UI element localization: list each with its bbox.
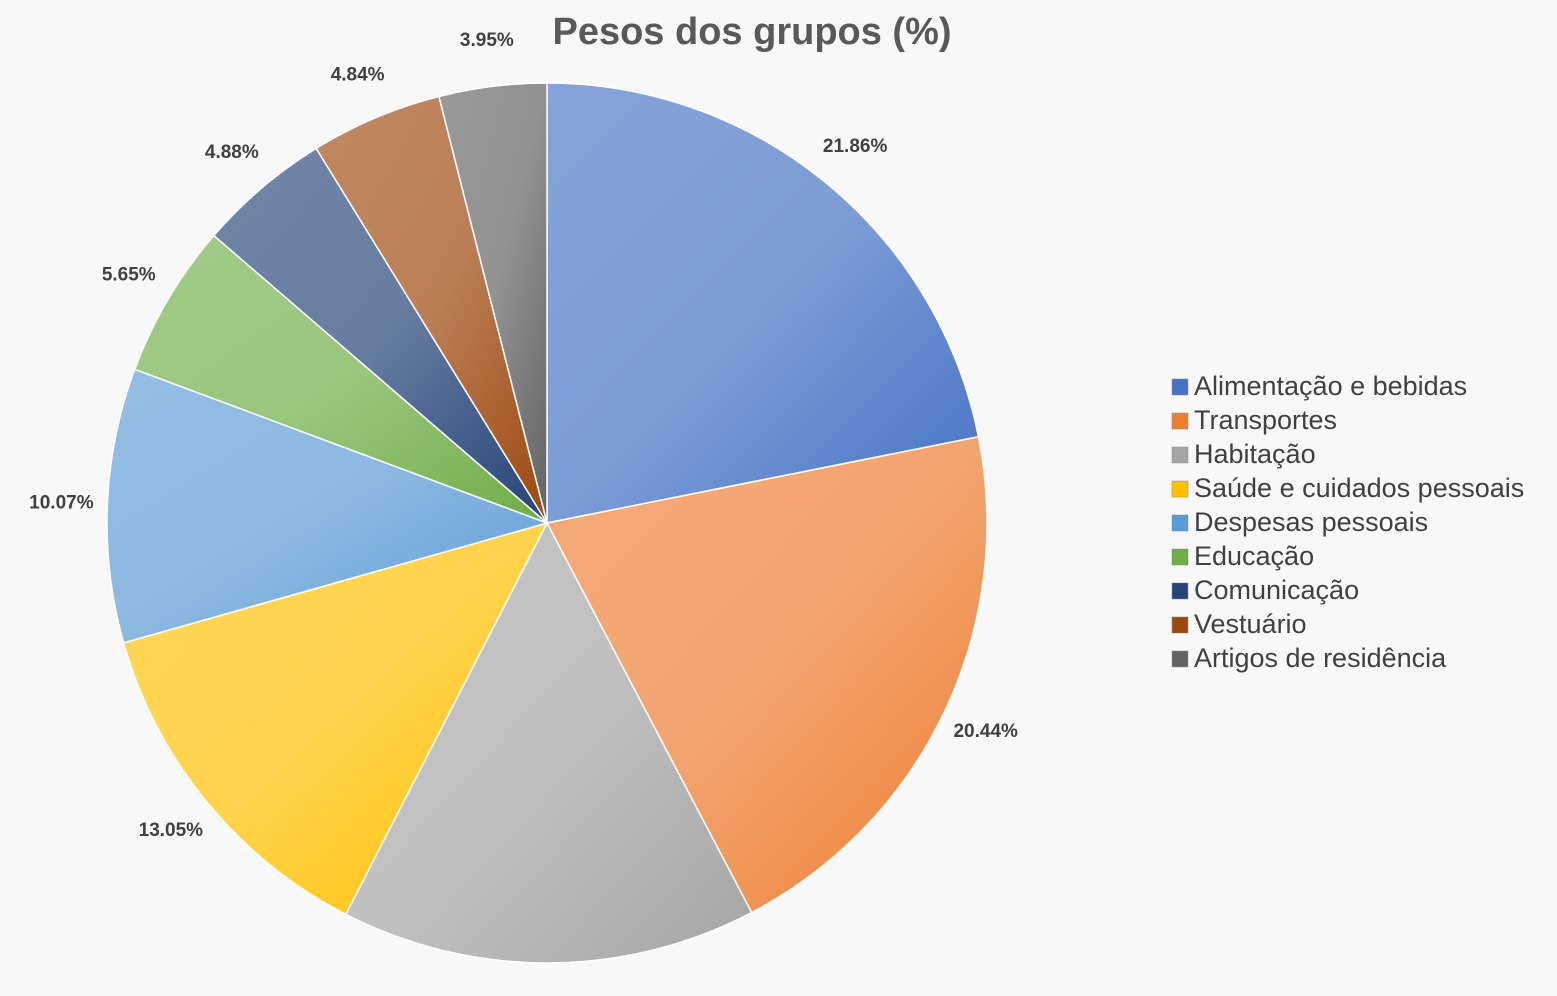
legend-label: Transportes — [1194, 405, 1337, 435]
legend-swatch — [1171, 480, 1189, 498]
legend-swatch — [1171, 616, 1189, 634]
data-label: 3.95% — [460, 30, 514, 51]
legend-label: Vestuário — [1194, 609, 1307, 639]
legend-swatch — [1171, 412, 1189, 430]
data-labels: 21.86%20.44%15.26%13.05%10.07%5.65%4.88%… — [29, 30, 1018, 841]
data-label: 10.07% — [29, 492, 94, 513]
data-label: 4.84% — [331, 64, 385, 85]
legend-swatch — [1171, 548, 1189, 566]
legend-label: Comunicação — [1194, 575, 1359, 605]
data-label: 20.44% — [953, 721, 1018, 742]
legend-swatch — [1171, 582, 1189, 600]
legend-label: Saúde e cuidados pessoais — [1194, 473, 1524, 503]
data-label: 4.88% — [205, 142, 259, 163]
legend-swatch — [1171, 446, 1189, 464]
legend-swatch — [1171, 514, 1189, 532]
legend-label: Artigos de residência — [1194, 643, 1447, 673]
data-label: 5.65% — [102, 264, 156, 285]
chart-title: Pesos dos grupos (%) — [552, 11, 951, 53]
legend-label: Habitação — [1194, 439, 1316, 469]
data-label: 13.05% — [139, 820, 204, 841]
legend: Alimentação e bebidas Transportes Habitaçã… — [1171, 371, 1524, 673]
legend-swatch — [1171, 378, 1189, 396]
legend-swatch — [1171, 650, 1189, 668]
legend-label: Despesas pessoais — [1194, 507, 1428, 537]
legend-label: Alimentação e bebidas — [1194, 371, 1467, 401]
data-label: 21.86% — [823, 136, 888, 157]
pie — [106, 82, 988, 964]
legend-label: Educação — [1194, 541, 1314, 571]
